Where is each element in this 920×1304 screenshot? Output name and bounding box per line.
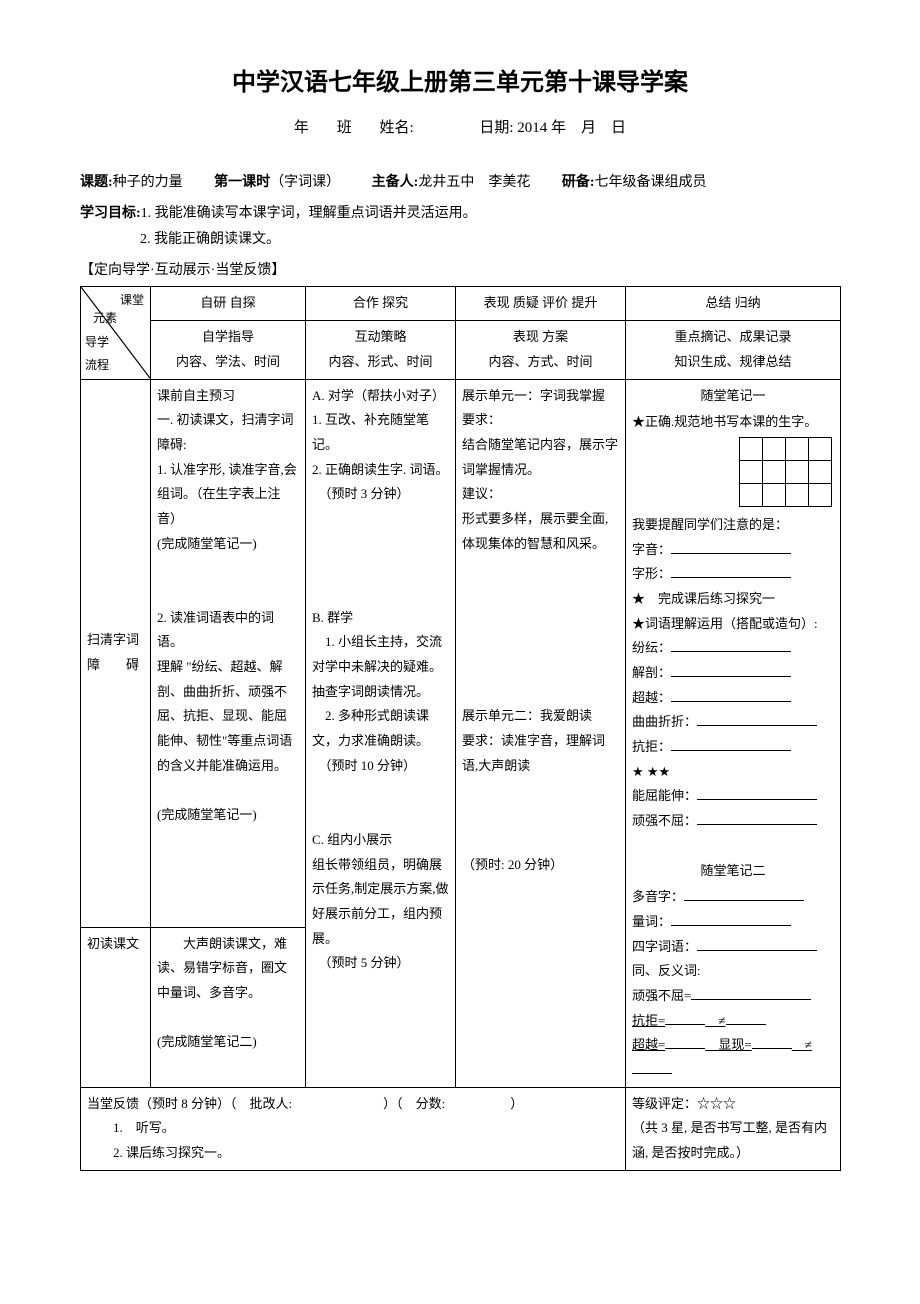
diag-cell: 课堂 元素 导学 流程 — [81, 287, 151, 379]
date-label: 日期: — [479, 120, 513, 136]
section-heading: 【定向导学·互动展示·当堂反馈】 — [80, 258, 840, 285]
footer-right: 等级评定：☆☆☆ （共 3 星, 是否书写工整, 是否有内涵, 是否按时完成。） — [626, 1087, 841, 1170]
n2-3: 四字词语： — [632, 935, 834, 960]
row2-col1: 大声朗读课文，难读、易错字标音，圈文中量词、多音字。 (完成随堂笔记二) — [151, 927, 306, 1087]
name-label: 姓名: — [379, 114, 413, 143]
word2: 解剖： — [632, 661, 834, 686]
col4-sub: 重点摘记、成果记录知识生成、规律总结 — [626, 321, 841, 379]
col1-top: 自研 自探 — [151, 287, 306, 321]
word7: 顽强不屈： — [632, 809, 834, 834]
n2-1: 多音字： — [632, 885, 834, 910]
notes1-star: ★正确.规范地书写本课的生字。 — [632, 410, 834, 435]
host: 龙井五中 李美花 — [418, 175, 530, 190]
word4: 曲曲折折： — [632, 710, 834, 735]
info-row: 课题:种子的力量 第一课时（字词课） 主备人:龙井五中 李美花 研备:七年级备课… — [80, 170, 840, 197]
notes2-title: 随堂笔记二 — [632, 859, 834, 884]
team-label: 研备: — [562, 175, 595, 190]
row1-col2: A. 对学（帮扶小对子） 1. 互改、补充随堂笔记。 2. 正确朗读生字. 词语… — [306, 379, 456, 1087]
lesson-type: （字词课） — [270, 175, 340, 190]
notes1-xing: 字形： — [632, 562, 834, 587]
word3: 超越： — [632, 686, 834, 711]
notes1-yin: 字音： — [632, 538, 834, 563]
n2-2: 量词： — [632, 910, 834, 935]
notes1-star2: ★ 完成课后练习探究一 — [632, 587, 834, 612]
diag-top: 课堂 — [120, 289, 144, 312]
row1-col1: 课前自主预习 一. 初读课文，扫清字词障碍: 1. 认准字形, 读准字音,会组词… — [151, 379, 306, 927]
stars-row: ★ ★★ — [632, 760, 834, 785]
col4-top: 总结 归纳 — [626, 287, 841, 321]
n2-4: 同、反义词: — [632, 959, 834, 984]
topic: 种子的力量 — [113, 175, 183, 190]
notes1-title: 随堂笔记一 — [632, 384, 834, 409]
goal-1: 1. 我能准确读写本课字词，理解重点词语并灵活运用。 — [141, 206, 477, 221]
row1-col3: 展示单元一：字词我掌握 要求： 结合随堂笔记内容，展示字词掌握情况。 建议： 形… — [456, 379, 626, 1087]
col2-top: 合作 探究 — [306, 287, 456, 321]
host-label: 主备人: — [372, 175, 419, 190]
col3-top: 表现 质疑 评价 提升 — [456, 287, 626, 321]
doc-subtitle: 年 班 姓名: 日期: 2014 年 月 日 — [80, 114, 840, 143]
rating-desc: （共 3 星, 是否书写工整, 是否有内涵, 是否按时完成。） — [632, 1116, 834, 1165]
date-value: 2014 年 月 日 — [517, 120, 626, 136]
col3-sub: 表现 方案内容、方式、时间 — [456, 321, 626, 379]
row2-label: 初读课文 — [81, 927, 151, 1087]
rating-line: 等级评定：☆☆☆ — [632, 1092, 834, 1117]
diag-mid: 元素 — [93, 307, 117, 330]
word5: 抗拒： — [632, 735, 834, 760]
grade-label: 年 — [294, 114, 309, 143]
notes-cell: 随堂笔记一 ★正确.规范地书写本课的生字。 我要提醒同学们注意的是： 字音： 字… — [626, 379, 841, 1087]
n2-7: 超越= 显现= ≠ — [632, 1033, 834, 1082]
col1-sub: 自学指导内容、学法、时间 — [151, 321, 306, 379]
class-label: 班 — [337, 114, 352, 143]
row1-label: 扫清字词障 碍 — [81, 379, 151, 927]
char-grid — [739, 437, 832, 507]
goals-label: 学习目标: — [80, 206, 141, 221]
main-table: 课堂 元素 导学 流程 自研 自探 合作 探究 表现 质疑 评价 提升 总结 归… — [80, 286, 841, 1170]
goal-2: 2. 我能正确朗读课文。 — [80, 227, 840, 254]
col2-sub: 互动策略内容、形式、时间 — [306, 321, 456, 379]
notes1-remind: 我要提醒同学们注意的是： — [632, 513, 834, 538]
diag-bot: 导学 流程 — [85, 331, 109, 377]
word6: 能屈能伸： — [632, 784, 834, 809]
notes1-star3: ★词语理解运用（搭配或造句）: — [632, 612, 834, 637]
lesson-no: 第一课时 — [214, 175, 270, 190]
doc-title: 中学汉语七年级上册第三单元第十课导学案 — [80, 60, 840, 106]
word1: 纷纭： — [632, 636, 834, 661]
team: 七年级备课组成员 — [595, 175, 707, 190]
topic-label: 课题: — [80, 175, 113, 190]
n2-6: 抗拒= ≠ — [632, 1009, 834, 1034]
footer-left: 当堂反馈（预时 8 分钟）（ 批改人: ）（ 分数: ） 1. 听写。 2. 课… — [81, 1087, 626, 1170]
goals-block: 学习目标:1. 我能准确读写本课字词，理解重点词语并灵活运用。 2. 我能正确朗… — [80, 201, 840, 254]
n2-5: 顽强不屈= — [632, 984, 834, 1009]
